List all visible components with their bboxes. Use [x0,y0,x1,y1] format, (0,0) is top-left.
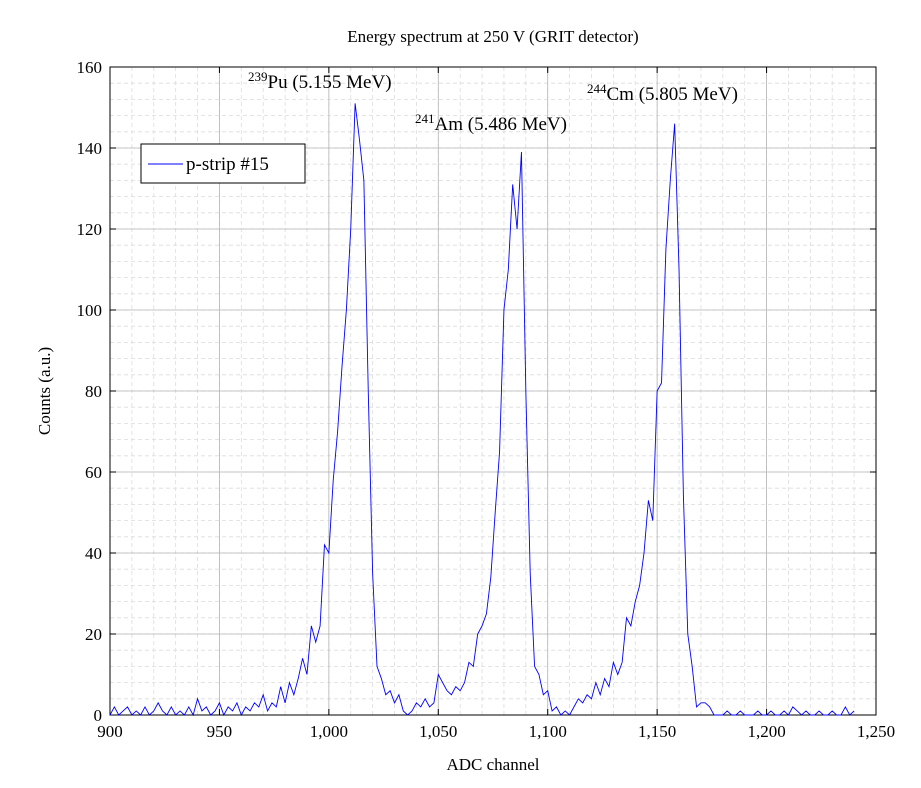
annotation-text: Cm (5.805 MeV) [607,84,738,105]
y-tick-label: 20 [85,625,102,644]
chart-title: Energy spectrum at 250 V (GRIT detector) [347,27,638,46]
y-tick-label: 100 [77,301,103,320]
y-tick-label: 160 [77,58,103,77]
x-tick-label: 1,200 [747,722,785,741]
annotation-superscript: 244 [587,81,607,96]
y-axis-label: Counts (a.u.) [35,347,54,435]
x-tick-label: 1,050 [419,722,457,741]
y-tick-label: 140 [77,139,103,158]
annotation-text: Am (5.486 MeV) [435,114,567,135]
annotation-superscript: 241 [415,111,435,126]
x-tick-label: 1,100 [529,722,567,741]
y-tick-label: 0 [94,706,103,725]
x-tick-label: 1,150 [638,722,676,741]
data-line [109,103,855,717]
annotation: 244Cm (5.805 MeV) [587,81,738,105]
x-axis-label: ADC channel [446,755,539,774]
y-tick-label: 40 [85,544,102,563]
x-tick-label: 950 [207,722,233,741]
y-tick-label: 80 [85,382,102,401]
plot-frame [109,66,877,716]
annotation: 239Pu (5.155 MeV) [248,69,392,93]
x-tick-label: 1,000 [310,722,348,741]
annotation: 241Am (5.486 MeV) [415,111,567,135]
annotation-text: Pu (5.155 MeV) [268,72,392,93]
x-tick-label: 1,250 [857,722,895,741]
legend-label: p-strip #15 [186,154,269,175]
y-tick-label: 120 [77,220,103,239]
annotation-superscript: 239 [248,69,268,84]
y-tick-label: 60 [85,463,102,482]
x-tick-label: 900 [97,722,123,741]
